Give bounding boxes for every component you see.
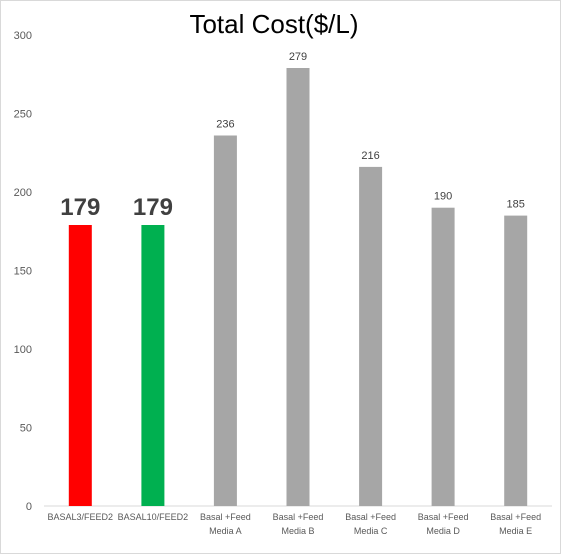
y-tick-label: 250	[14, 109, 32, 121]
data-label: 179	[60, 194, 100, 221]
data-label: 279	[289, 51, 307, 63]
data-label: 185	[507, 199, 525, 211]
data-label: 190	[434, 191, 452, 203]
bar	[504, 215, 528, 506]
x-axis: BASAL3/FEED2 BASAL10/FEED2 Basal +Feed Medi…	[48, 512, 542, 536]
x-tick-label: Basal +Feed	[273, 512, 324, 522]
y-tick-label: 150	[14, 266, 32, 278]
x-tick-label: BASAL10/FEED2	[118, 512, 189, 522]
bar-series	[68, 68, 528, 506]
x-tick-label: BASAL3/FEED2	[48, 512, 114, 522]
y-axis: 0 50 100 150 200 250 300	[14, 30, 32, 513]
chart-title: Total Cost($/L)	[189, 9, 358, 39]
bar	[359, 166, 383, 506]
x-tick-label: Media A	[209, 526, 242, 536]
x-tick-label: Media C	[354, 526, 388, 536]
data-label: 179	[133, 194, 173, 221]
y-tick-label: 300	[14, 30, 32, 42]
bar	[286, 68, 310, 506]
y-tick-label: 100	[14, 344, 32, 356]
data-label: 236	[216, 119, 234, 131]
x-tick-label: Basal +Feed	[200, 512, 251, 522]
x-tick-label: Basal +Feed	[490, 512, 541, 522]
x-tick-label: Basal +Feed	[345, 512, 396, 522]
x-tick-label: Media D	[426, 526, 460, 536]
y-tick-label: 200	[14, 187, 32, 199]
bar	[68, 225, 92, 506]
y-tick-label: 50	[20, 423, 32, 435]
data-label: 216	[361, 150, 379, 162]
data-labels: 179 179 236 279 216 190 185	[60, 51, 525, 221]
x-tick-label: Basal +Feed	[418, 512, 469, 522]
bar	[431, 207, 455, 506]
x-tick-label: Media B	[281, 526, 314, 536]
bar	[213, 135, 237, 506]
bar	[141, 225, 165, 506]
y-tick-label: 0	[26, 501, 32, 513]
x-tick-label: Media E	[499, 526, 532, 536]
